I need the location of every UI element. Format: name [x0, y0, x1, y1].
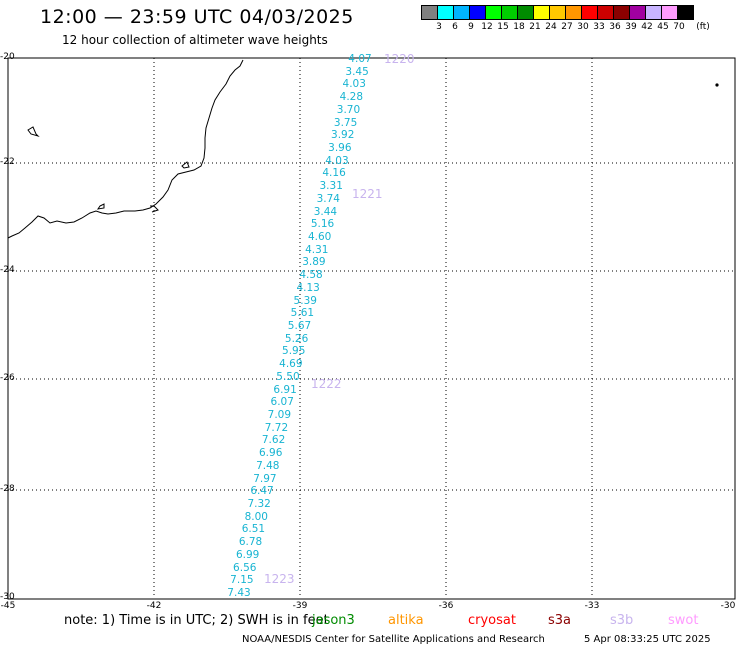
legend-label: 27 [561, 22, 573, 32]
legend-label: (ft) [696, 22, 710, 32]
map-title: 12:00 — 23:59 UTC 04/03/2025 [40, 6, 354, 28]
wave-height-value: 7.15 [230, 574, 254, 587]
wave-height-value: 4.60 [307, 231, 332, 243]
latitude-label: -22 [0, 157, 15, 167]
generated-timestamp: 5 Apr 08:33:25 UTC 2025 [584, 634, 711, 645]
legend-swatches [421, 5, 694, 20]
footer-note: note: 1) Time is in UTC; 2) SWH is in fe… [64, 613, 329, 628]
coastline-inlet [150, 205, 159, 213]
wave-height-value: 7.09 [267, 409, 292, 421]
pass-label: 1221 [352, 187, 383, 201]
latitude-label: -26 [0, 373, 15, 383]
longitude-label: -39 [292, 601, 308, 611]
pass-label: 1222 [311, 377, 342, 391]
wave-height-value: 4.07 [348, 53, 372, 65]
wave-height-value: 3.45 [345, 65, 369, 78]
wave-height-value: 7.43 [227, 587, 251, 599]
color-legend: 3 6 9 12 15 18 21 24 27 30 33 36 39 42 45 70 (ft) [421, 5, 710, 34]
legend-label: 3 [436, 22, 442, 32]
legend-label: 6 [452, 22, 458, 32]
wave-height-value: 4.13 [296, 281, 320, 294]
longitude-label: -45 [0, 601, 16, 611]
legend-label: 39 [625, 22, 637, 32]
legend-labels: 3 6 9 12 15 18 21 24 27 30 33 36 39 42 45 70 (ft) [421, 20, 710, 34]
wave-height-value: 3.96 [328, 142, 352, 154]
wave-height-value: 8.00 [244, 510, 268, 523]
satellite-altika: altika [388, 613, 424, 628]
pass-label: 1220 [384, 52, 415, 66]
longitude-label: -30 [720, 601, 736, 611]
legend-label: 33 [593, 22, 605, 32]
pass-label: 1223 [264, 572, 295, 586]
satellite-jason3: jason3 [312, 613, 355, 628]
wave-height-value: 6.96 [258, 447, 283, 460]
wave-height-value: 5.39 [293, 294, 317, 307]
wave-height-value: 4.16 [322, 167, 346, 180]
island-marker [715, 83, 719, 87]
legend-label: 24 [545, 22, 557, 32]
map-frame [7, 57, 736, 600]
wave-height-value: 3.89 [302, 256, 326, 269]
longitude-label: -36 [438, 601, 454, 611]
satellite-cryosat: cryosat [468, 613, 516, 628]
wave-height-value: 4.69 [279, 358, 303, 371]
wave-height-value: 4.31 [305, 243, 329, 256]
wave-height-value: 3.44 [313, 205, 338, 218]
coastline [7, 59, 244, 239]
legend-label: 9 [468, 22, 474, 32]
wave-height-value: 5.95 [282, 345, 306, 358]
wave-height-value: 5.16 [310, 218, 335, 231]
wave-height-value: 3.74 [316, 192, 340, 205]
legend-label: 70 [673, 22, 685, 32]
wave-height-value: 5.50 [276, 370, 300, 383]
graticule [8, 58, 735, 598]
wave-height-value: 6.51 [241, 523, 266, 536]
latitude-label: -28 [0, 484, 15, 494]
legend-label: 18 [513, 22, 525, 32]
wave-height-value: 7.48 [256, 459, 280, 472]
satellite-s3b: s3b [610, 613, 634, 628]
legend-label: 12 [481, 22, 493, 32]
legend-label: 45 [657, 22, 669, 32]
wave-height-value: 5.26 [284, 332, 309, 345]
wave-height-value: 7.62 [261, 434, 286, 447]
wave-height-value: 6.07 [270, 396, 294, 409]
wave-height-value: 3.31 [319, 180, 343, 193]
wave-height-value: 4.03 [325, 154, 349, 167]
wave-height-value: 4.58 [299, 269, 323, 282]
wave-height-value: 6.78 [238, 536, 263, 549]
wave-height-value: 3.75 [333, 116, 358, 129]
latitude-label: -20 [0, 52, 15, 62]
wave-height-value: 3.92 [331, 129, 355, 142]
wave-height-value: 6.56 [233, 561, 257, 574]
legend-label: 42 [641, 22, 653, 32]
legend-label: 21 [529, 22, 541, 32]
latitude-label: -24 [0, 265, 15, 275]
map-subtitle: 12 hour collection of altimeter wave hei… [62, 33, 328, 47]
credit-line: NOAA/NESDIS Center for Satellite Applica… [242, 634, 545, 645]
wave-height-value: 4.03 [342, 78, 366, 91]
legend-label: 36 [609, 22, 621, 32]
satellite-swot: swot [668, 613, 699, 628]
wave-height-value: 7.32 [247, 498, 271, 510]
wave-height-value: 3.70 [336, 103, 361, 116]
wave-height-value: 5.67 [287, 320, 312, 332]
wave-height-value: 6.99 [235, 548, 260, 561]
wave-height-value: 4.28 [339, 91, 364, 104]
wave-height-value: 5.61 [290, 307, 315, 320]
wave-height-value: 6.91 [273, 383, 297, 396]
wave-height-value: 6.47 [250, 485, 274, 498]
legend-label: 30 [577, 22, 589, 32]
coastline-inlet [27, 126, 190, 210]
legend-label: 15 [497, 22, 509, 32]
latitude-label: -30 [0, 592, 15, 602]
longitude-label: -42 [146, 601, 162, 611]
legend-swatch [677, 5, 694, 20]
satellite-s3a: s3a [548, 613, 572, 628]
wave-height-value: 7.97 [253, 472, 277, 485]
longitude-label: -33 [584, 601, 600, 611]
wave-height-value: 7.72 [264, 421, 289, 434]
